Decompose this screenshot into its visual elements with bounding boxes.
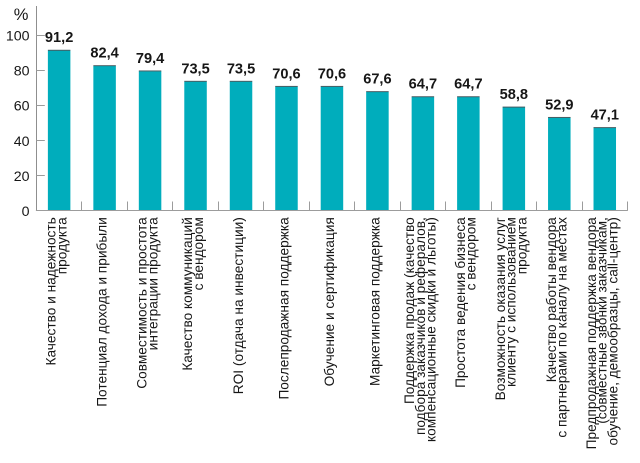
svg-text:47,1: 47,1 <box>591 108 619 124</box>
svg-text:70,6: 70,6 <box>318 66 346 82</box>
svg-text:компенсационные скидки и льгот: компенсационные скидки и льготы) <box>423 217 438 442</box>
svg-text:с партнерами по каналу на мест: с партнерами по каналу на местах <box>555 217 570 438</box>
svg-text:Маркетинговая поддержка: Маркетинговая поддержка <box>367 217 382 386</box>
svg-text:20: 20 <box>14 169 30 185</box>
svg-text:Возможность оказания услуг: Возможность оказания услуг <box>493 217 508 400</box>
svg-text:Простота ведения бизнеса: Простота ведения бизнеса <box>453 217 468 388</box>
svg-text:79,4: 79,4 <box>136 51 165 67</box>
svg-text:0: 0 <box>22 204 30 220</box>
svg-text:подбора заказчиков и рефералов: подбора заказчиков и рефералов, <box>413 217 428 435</box>
svg-text:Потенциал дохода и прибыли: Потенциал дохода и прибыли <box>95 217 110 407</box>
svg-text:91,2: 91,2 <box>45 30 73 46</box>
svg-text:Поддержка продаж (качество: Поддержка продаж (качество <box>402 217 417 404</box>
svg-text:58,8: 58,8 <box>500 87 528 103</box>
svg-text:Предпродажная поддержка вендор: Предпродажная поддержка вендора <box>584 217 599 450</box>
svg-text:80: 80 <box>14 64 30 80</box>
svg-text:интеграции продукта: интеграции продукта <box>145 217 160 351</box>
svg-text:Качество коммуникаций: Качество коммуникаций <box>180 217 195 370</box>
svg-text:с вендором: с вендором <box>464 217 479 290</box>
svg-text:100: 100 <box>6 29 30 45</box>
svg-text:(совместные звонки заказчикам,: (совместные звонки заказчикам, <box>595 217 610 424</box>
svg-text:73,5: 73,5 <box>227 61 255 77</box>
svg-text:73,5: 73,5 <box>181 61 209 77</box>
svg-text:продукта: продукта <box>54 217 69 274</box>
svg-text:клиенту с использованием: клиенту с использованием <box>504 217 519 387</box>
svg-text:с вендором: с вендором <box>191 217 206 290</box>
svg-text:60: 60 <box>14 99 30 115</box>
svg-text:Совместимость и простота: Совместимость и простота <box>135 217 150 389</box>
svg-text:40: 40 <box>14 134 30 150</box>
svg-text:Качество и надежность: Качество и надежность <box>44 217 59 365</box>
svg-text:52,9: 52,9 <box>545 97 573 113</box>
svg-text:82,4: 82,4 <box>90 46 119 62</box>
svg-text:70,6: 70,6 <box>272 66 300 82</box>
svg-text:Обучение и сертификация: Обучение и сертификация <box>322 217 337 386</box>
svg-text:обучение, демообразцы, call-це: обучение, демообразцы, call-центр) <box>605 217 620 445</box>
svg-text:Качество работы вендора: Качество работы вендора <box>544 217 559 382</box>
svg-text:Послепродажная поддержка: Послепродажная поддержка <box>276 217 291 400</box>
svg-text:%: % <box>14 6 29 24</box>
svg-text:64,7: 64,7 <box>409 77 437 93</box>
svg-text:64,7: 64,7 <box>454 77 482 93</box>
svg-text:продукта: продукта <box>514 217 529 274</box>
svg-text:ROI (отдача на инвестиции): ROI (отдача на инвестиции) <box>231 217 246 394</box>
svg-text:67,6: 67,6 <box>363 72 391 88</box>
